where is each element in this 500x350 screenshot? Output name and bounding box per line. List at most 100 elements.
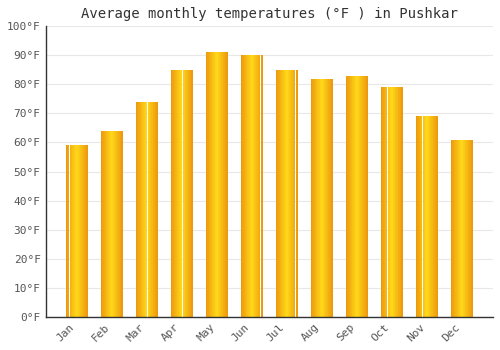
Bar: [381, 87, 382, 317]
Bar: [312, 78, 313, 317]
Bar: [113, 131, 114, 317]
Bar: [431, 116, 432, 317]
Bar: [314, 78, 316, 317]
Bar: [241, 55, 242, 317]
Bar: [320, 78, 321, 317]
Bar: [154, 102, 156, 317]
Bar: [222, 52, 224, 317]
Bar: [184, 70, 186, 317]
Bar: [103, 131, 104, 317]
Bar: [282, 70, 283, 317]
Bar: [311, 78, 312, 317]
Bar: [183, 70, 184, 317]
Bar: [144, 102, 146, 317]
Bar: [87, 145, 88, 317]
Bar: [220, 52, 221, 317]
Bar: [217, 52, 218, 317]
Bar: [86, 145, 87, 317]
Bar: [219, 52, 220, 317]
Bar: [259, 55, 260, 317]
Bar: [142, 102, 143, 317]
Bar: [283, 70, 284, 317]
Bar: [118, 131, 119, 317]
Bar: [119, 131, 120, 317]
Bar: [138, 102, 139, 317]
Bar: [206, 52, 208, 317]
Bar: [297, 70, 298, 317]
Bar: [454, 140, 456, 317]
Bar: [295, 70, 296, 317]
Bar: [244, 55, 246, 317]
Bar: [250, 55, 251, 317]
Bar: [453, 140, 454, 317]
Bar: [280, 70, 281, 317]
Bar: [452, 140, 453, 317]
Bar: [171, 70, 172, 317]
Bar: [121, 131, 122, 317]
Bar: [470, 140, 472, 317]
Bar: [352, 76, 353, 317]
Bar: [465, 140, 466, 317]
Bar: [66, 145, 68, 317]
Bar: [104, 131, 105, 317]
Bar: [395, 87, 396, 317]
Bar: [276, 70, 278, 317]
Bar: [242, 55, 243, 317]
Bar: [330, 78, 331, 317]
Bar: [208, 52, 209, 317]
Bar: [468, 140, 469, 317]
Bar: [416, 116, 418, 317]
Bar: [256, 55, 257, 317]
Bar: [317, 78, 318, 317]
Bar: [290, 70, 291, 317]
Bar: [149, 102, 150, 317]
Bar: [362, 76, 364, 317]
Bar: [389, 87, 390, 317]
Bar: [80, 145, 81, 317]
Bar: [102, 131, 103, 317]
Bar: [367, 76, 368, 317]
Bar: [216, 52, 217, 317]
Bar: [79, 145, 80, 317]
Bar: [78, 145, 79, 317]
Bar: [461, 140, 462, 317]
Bar: [399, 87, 400, 317]
Bar: [349, 76, 350, 317]
Bar: [141, 102, 142, 317]
Bar: [327, 78, 328, 317]
Bar: [143, 102, 144, 317]
Bar: [459, 140, 460, 317]
Bar: [387, 87, 388, 317]
Bar: [421, 116, 422, 317]
Bar: [398, 87, 399, 317]
Bar: [101, 131, 102, 317]
Bar: [382, 87, 383, 317]
Bar: [257, 55, 258, 317]
Bar: [251, 55, 252, 317]
Bar: [432, 116, 434, 317]
Bar: [354, 76, 356, 317]
Bar: [176, 70, 178, 317]
Bar: [426, 116, 427, 317]
Bar: [436, 116, 437, 317]
Bar: [319, 78, 320, 317]
Title: Average monthly temperatures (°F ) in Pushkar: Average monthly temperatures (°F ) in Pu…: [81, 7, 458, 21]
Bar: [291, 70, 292, 317]
Bar: [140, 102, 141, 317]
Bar: [287, 70, 288, 317]
Bar: [296, 70, 297, 317]
Bar: [424, 116, 426, 317]
Bar: [189, 70, 190, 317]
Bar: [348, 76, 349, 317]
Bar: [72, 145, 73, 317]
Bar: [360, 76, 361, 317]
Bar: [460, 140, 461, 317]
Bar: [218, 52, 219, 317]
Bar: [157, 102, 158, 317]
Bar: [110, 131, 111, 317]
Bar: [146, 102, 147, 317]
Bar: [254, 55, 256, 317]
Bar: [109, 131, 110, 317]
Bar: [106, 131, 108, 317]
Bar: [77, 145, 78, 317]
